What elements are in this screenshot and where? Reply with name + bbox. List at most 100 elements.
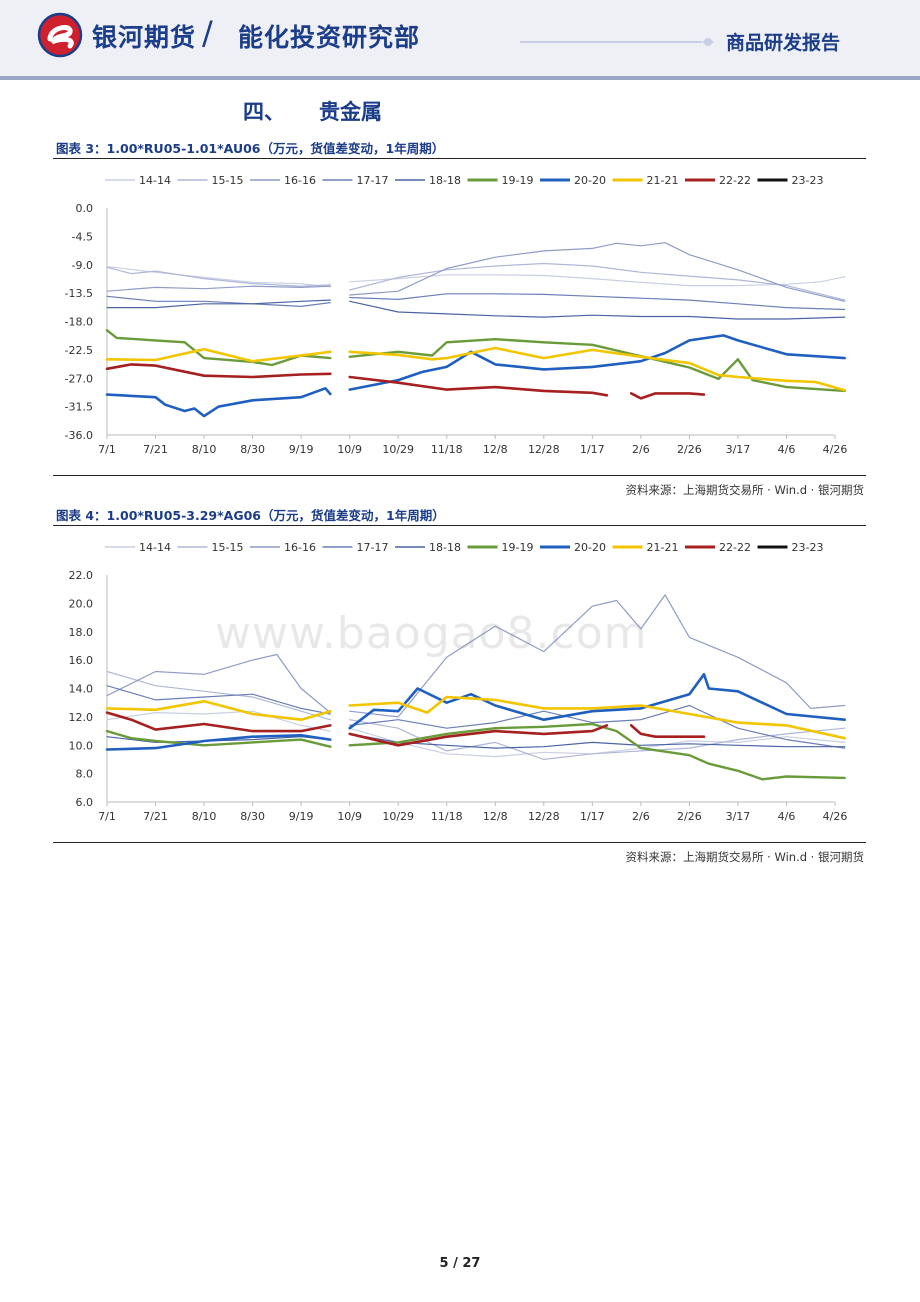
- y-tick-label: -18.0: [65, 316, 93, 329]
- legend-item: 22-22: [685, 174, 751, 187]
- y-tick-label: 18.0: [69, 626, 94, 639]
- series-19-19: [105, 722, 846, 781]
- x-tick-label: 4/6: [778, 810, 796, 823]
- y-tick-label: 14.0: [69, 683, 94, 696]
- series-line: [105, 329, 332, 367]
- legend-label: 21-21: [647, 174, 679, 187]
- x-tick-label: 9/19: [289, 443, 314, 456]
- y-tick-label: 22.0: [69, 569, 94, 582]
- figure-3-source: 资料来源：上海期货交易所 · Win.d · 银河期货: [625, 483, 865, 497]
- page-header: 银河期货 / 能化投资研究部 商品研发报告: [0, 0, 920, 80]
- legend-item: 21-21: [612, 174, 679, 187]
- series-line: [105, 734, 332, 751]
- galaxy-logo-icon: [36, 12, 84, 62]
- department-name: 能化投资研究部: [238, 23, 421, 52]
- x-tick-label: 9/19: [289, 810, 314, 823]
- legend-item: 19-19: [467, 174, 533, 187]
- legend-item: 20-20: [540, 541, 606, 554]
- series-21-21: [105, 346, 847, 392]
- legend-item: 16-16: [250, 541, 316, 554]
- series-16-16: [106, 242, 846, 302]
- series-line: [349, 300, 846, 320]
- series-line: [106, 266, 331, 287]
- chart-ru-au: 14-14 15-15 16-16 17-17 18-18 19-19 20-20 21-21…: [65, 174, 848, 456]
- legend-label: 15-15: [212, 541, 244, 554]
- legend-item: 18-18: [395, 541, 461, 554]
- legend-item: 23-23: [757, 541, 824, 554]
- chart-legend: 14-14 15-15 16-16 17-17 18-18 19-19 20-20 21-21…: [105, 174, 823, 187]
- x-tick-label: 2/26: [677, 443, 702, 456]
- legend-label: 14-14: [139, 174, 171, 187]
- legend-label: 21-21: [647, 541, 679, 554]
- legend-label: 23-23: [792, 174, 824, 187]
- x-tick-label: 11/18: [431, 810, 463, 823]
- x-tick-label: 3/17: [726, 810, 751, 823]
- legend-label: 23-23: [792, 541, 824, 554]
- x-tick-label: 10/29: [382, 443, 414, 456]
- series-line: [348, 695, 847, 740]
- section-title: 贵金属: [319, 100, 382, 124]
- y-tick-label: 6.0: [76, 796, 94, 809]
- series-line: [106, 285, 331, 292]
- figure-4-title: 图表 4：1.00*RU05-3.29*AG06（万元，货值差变动，1年周期）: [56, 508, 445, 523]
- series-22-22: [105, 711, 706, 747]
- page-number: 5 / 27: [439, 1256, 481, 1271]
- legend-label: 22-22: [719, 541, 751, 554]
- x-tick-label: 7/21: [143, 810, 168, 823]
- x-tick-label: 8/30: [240, 443, 265, 456]
- series-16-16: [106, 594, 846, 718]
- x-tick-label: 2/26: [677, 810, 702, 823]
- x-tick-label: 7/1: [98, 443, 116, 456]
- x-tick-label: 12/8: [483, 443, 508, 456]
- section-heading: 四、 贵金属: [243, 96, 382, 126]
- legend-label: 16-16: [284, 174, 316, 187]
- section-number: 四、: [243, 100, 285, 124]
- y-tick-label: -27.0: [65, 372, 93, 385]
- series-line: [348, 673, 847, 730]
- series-line: [629, 724, 706, 738]
- legend-item: 17-17: [322, 174, 389, 187]
- legend-label: 20-20: [574, 541, 606, 554]
- figure-4-top-rule: [53, 525, 866, 526]
- legend-label: 17-17: [357, 174, 389, 187]
- legend-item: 22-22: [685, 541, 751, 554]
- series-line: [349, 262, 846, 301]
- x-tick-label: 10/29: [382, 810, 414, 823]
- series-line: [106, 265, 331, 288]
- legend-label: 17-17: [357, 541, 389, 554]
- legend-label: 18-18: [429, 541, 461, 554]
- x-tick-label: 4/26: [823, 443, 848, 456]
- y-tick-label: 20.0: [69, 597, 94, 610]
- watermark: www.baogao8.com: [215, 608, 648, 659]
- series-line: [349, 719, 846, 760]
- series-line: [348, 334, 847, 391]
- x-tick-label: 2/6: [632, 810, 650, 823]
- series-14-14: [106, 265, 846, 288]
- series-line: [106, 299, 331, 309]
- chart-ru-ag: 14-14 15-15 16-16 17-17 18-18 19-19 20-20 21-21…: [69, 541, 848, 823]
- legend-item: 18-18: [395, 174, 461, 187]
- y-tick-label: 12.0: [69, 711, 94, 724]
- series-line: [105, 363, 332, 379]
- y-tick-label: 8.0: [76, 768, 94, 781]
- series-20-20: [105, 334, 847, 418]
- x-tick-label: 7/21: [143, 443, 168, 456]
- series-line: [106, 685, 331, 715]
- legend-label: 15-15: [212, 174, 244, 187]
- series-line: [105, 711, 332, 733]
- y-tick-label: -9.0: [72, 259, 93, 272]
- series-line: [348, 724, 609, 747]
- legend-label: 19-19: [502, 541, 534, 554]
- x-tick-label: 4/26: [823, 810, 848, 823]
- series-line: [349, 594, 846, 718]
- legend-item: 21-21: [612, 541, 679, 554]
- y-tick-label: 10.0: [69, 739, 94, 752]
- x-tick-label: 1/17: [580, 810, 605, 823]
- report-type: 商品研发报告: [725, 32, 840, 54]
- series-20-20: [105, 673, 847, 751]
- series-22-22: [105, 363, 706, 400]
- legend-item: 15-15: [177, 174, 244, 187]
- legend-item: 14-14: [105, 174, 171, 187]
- figure-3-title: 图表 3：1.00*RU05-1.01*AU06（万元，货值差变动，1年周期）: [56, 141, 445, 156]
- figure-3-bottom-rule: [53, 475, 866, 476]
